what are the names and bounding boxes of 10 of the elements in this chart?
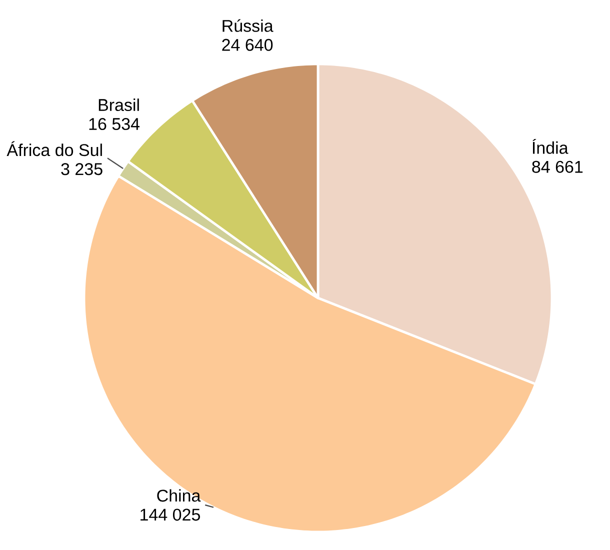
- data-label: 16 534: [89, 118, 140, 130]
- data-label: 144 025: [140, 508, 200, 521]
- data-label: 24 640: [222, 38, 273, 51]
- data-label: 3 235: [61, 163, 102, 176]
- slice-label: Índia: [532, 138, 568, 154]
- slice-label: África do Sul: [6, 141, 102, 156]
- slice-label: China: [157, 489, 201, 502]
- slice-label: Rússia: [222, 19, 274, 32]
- slice-label: Brasil: [98, 98, 139, 112]
- data-label: 84 661: [532, 160, 583, 173]
